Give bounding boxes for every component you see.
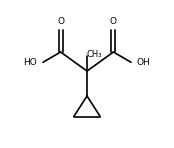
Text: HO: HO xyxy=(23,58,37,67)
Text: CH₃: CH₃ xyxy=(87,50,102,59)
Text: O: O xyxy=(110,17,117,26)
Text: O: O xyxy=(57,17,64,26)
Text: OH: OH xyxy=(137,58,151,67)
